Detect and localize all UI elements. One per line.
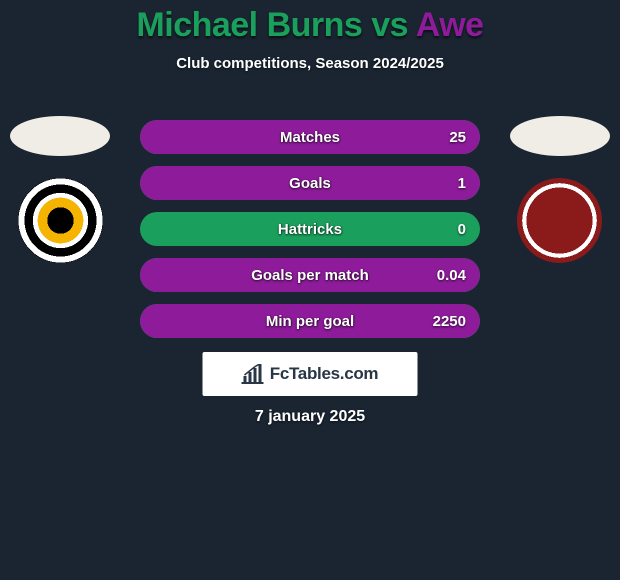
brand-box[interactable]: FcTables.com xyxy=(203,352,418,396)
stat-row: Goals1 xyxy=(140,166,480,200)
stat-value: 2250 xyxy=(433,304,466,338)
player1-avatar xyxy=(10,116,110,156)
stat-label: Min per goal xyxy=(140,304,480,338)
stat-value: 0 xyxy=(458,212,466,246)
stat-value: 1 xyxy=(458,166,466,200)
brand-text: FcTables.com xyxy=(270,364,379,384)
subtitle: Club competitions, Season 2024/2025 xyxy=(0,55,620,72)
stat-label: Matches xyxy=(140,120,480,154)
club-crest-left xyxy=(18,178,103,263)
stat-value: 25 xyxy=(449,120,466,154)
club-crest-right xyxy=(517,178,602,263)
stat-row: Hattricks0 xyxy=(140,212,480,246)
stat-label: Goals per match xyxy=(140,258,480,292)
date-text: 7 january 2025 xyxy=(0,408,620,426)
chart-icon xyxy=(242,364,264,384)
page-title: Michael Burns vs Awe xyxy=(0,0,620,45)
stat-label: Goals xyxy=(140,166,480,200)
player2-name: Awe xyxy=(416,6,484,44)
stat-row: Goals per match0.04 xyxy=(140,258,480,292)
stat-row: Min per goal2250 xyxy=(140,304,480,338)
vs-text: vs xyxy=(362,6,415,44)
stat-value: 0.04 xyxy=(437,258,466,292)
stats-container: Matches25 Goals1 Hattricks0 Goals per match… xyxy=(140,120,480,350)
player1-name: Michael Burns xyxy=(136,6,362,44)
stat-label: Hattricks xyxy=(140,212,480,246)
stat-row: Matches25 xyxy=(140,120,480,154)
player2-avatar xyxy=(510,116,610,156)
